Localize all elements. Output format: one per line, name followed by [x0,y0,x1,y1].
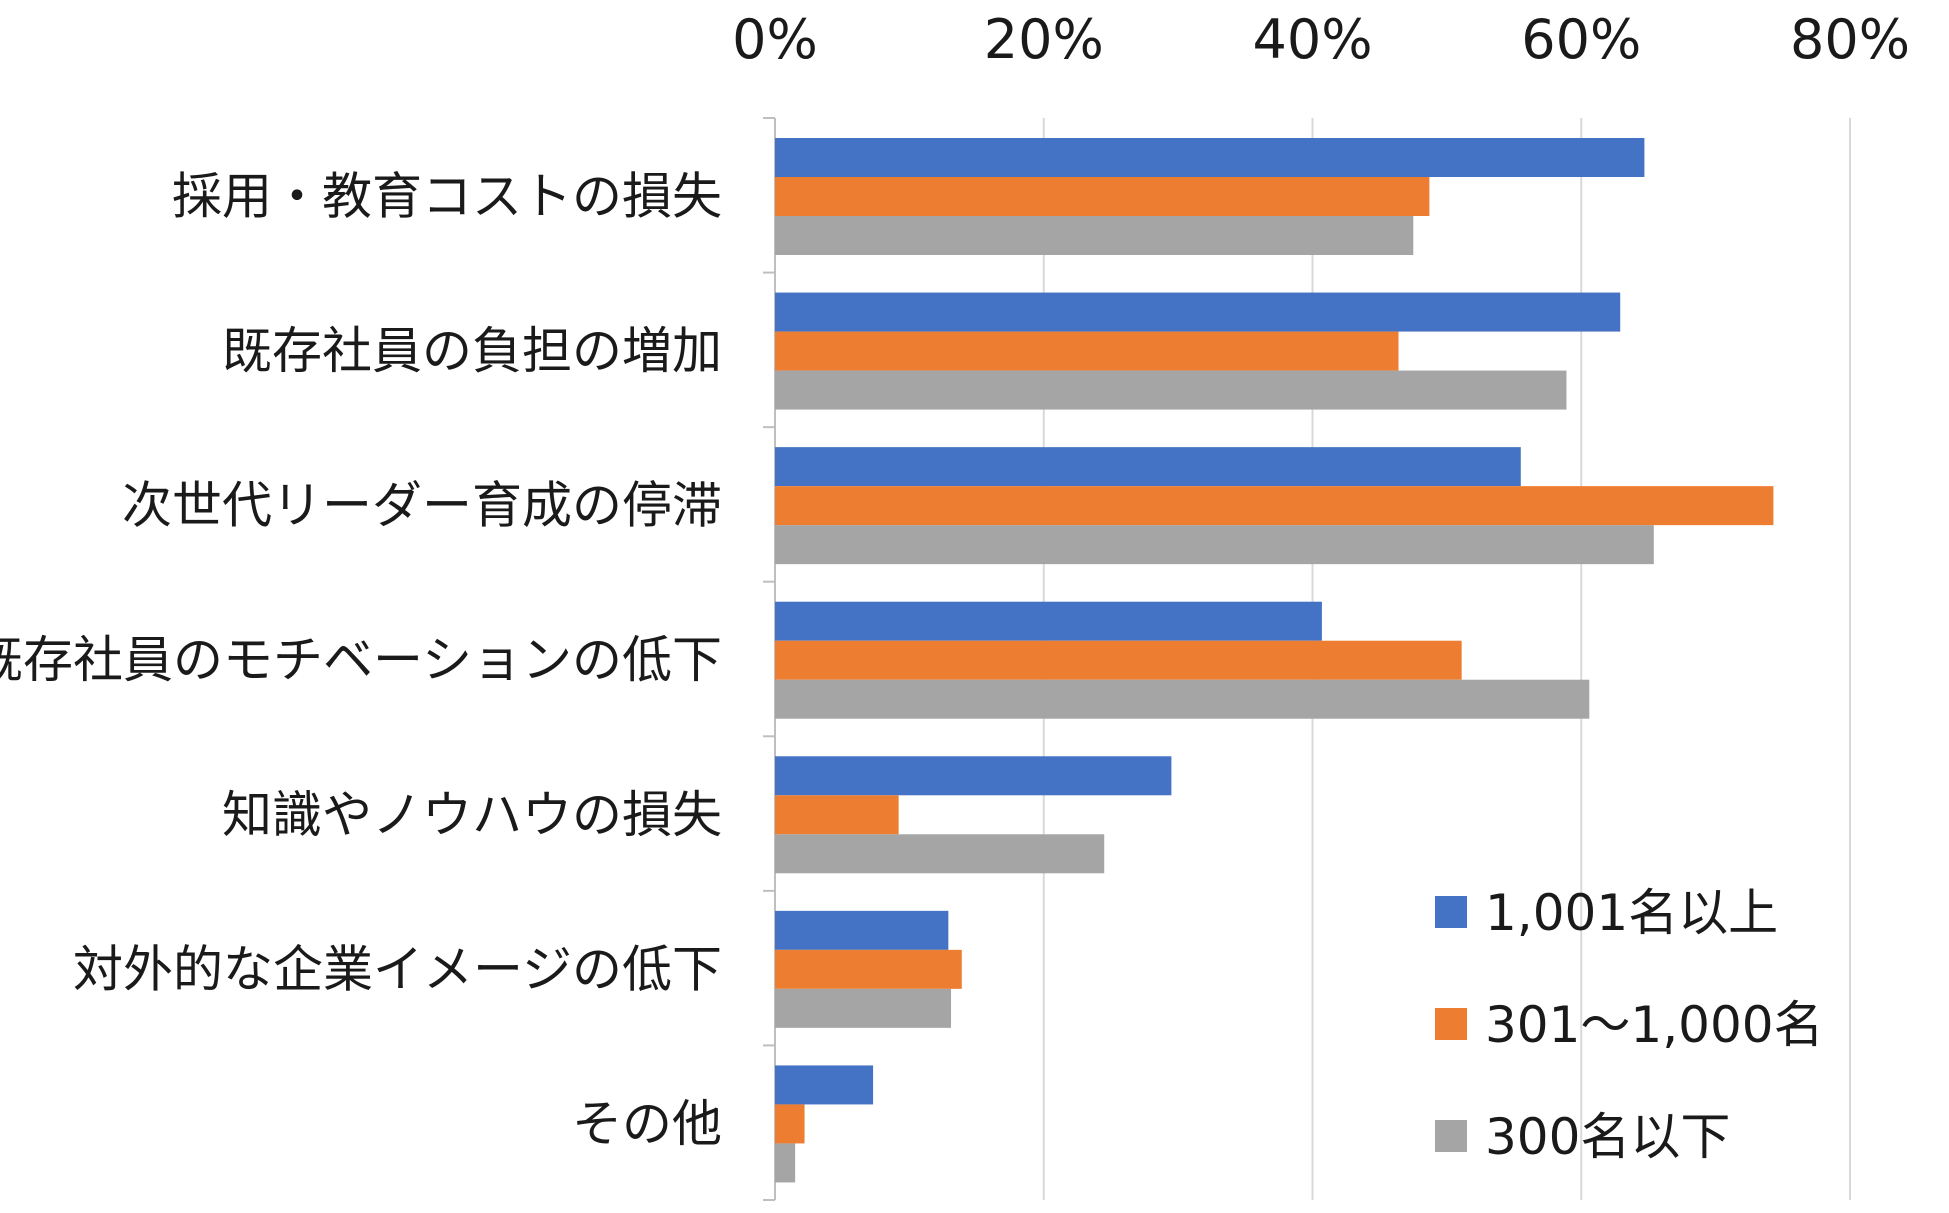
bar-1 [775,292,1621,332]
category-label: その他 [572,1095,722,1153]
bars [775,138,1774,1183]
bar-1 [775,138,1645,177]
bar-3 [775,1143,796,1183]
legend-swatch [1435,896,1467,928]
bar-3 [775,679,1590,719]
legend: 1,001名以上 301～1,000名 300名以下 [1435,884,1824,1166]
bar-2 [775,177,1430,216]
bar-1 [775,910,949,950]
category-label: 既存社員の負担の増加 [222,322,722,380]
x-tick-label: 60% [1521,8,1641,71]
bar-2 [775,486,1774,526]
bar-1 [775,601,1322,641]
bar-3 [775,834,1105,874]
category-labels: 採用・教育コストの損失既存社員の負担の増加次世代リーダー育成の停滞既存社員のモチ… [0,168,722,1153]
bar-1 [775,447,1521,487]
bar-3 [775,216,1414,255]
bar-2 [775,949,962,989]
legend-label: 301～1,000名 [1485,996,1824,1054]
legend-swatch [1435,1120,1467,1152]
bar-1 [775,756,1172,796]
bar-3 [775,525,1654,565]
bar-2 [775,640,1462,680]
category-label: 次世代リーダー育成の停滞 [122,477,722,535]
category-label: 対外的な企業イメージの低下 [73,940,722,998]
category-label: 知識やノウハウの損失 [222,786,722,844]
bar-1 [775,1065,874,1105]
category-label: 採用・教育コストの損失 [172,168,722,226]
legend-label: 1,001名以上 [1485,884,1778,942]
bar-2 [775,331,1399,371]
bar-2 [775,795,899,835]
x-tick-label: 20% [984,8,1104,71]
x-tick-label: 0% [732,8,818,71]
category-label: 既存社員のモチベーションの低下 [0,631,722,689]
bar-2 [775,1104,805,1144]
legend-label: 300名以下 [1485,1108,1730,1166]
x-axis-tick-labels: 0% 20% 40% 60% 80% [732,8,1910,71]
x-tick-label: 80% [1790,8,1910,71]
legend-swatch [1435,1008,1467,1040]
x-tick-label: 40% [1252,8,1372,71]
bar-3 [775,988,952,1028]
bar-3 [775,370,1567,410]
